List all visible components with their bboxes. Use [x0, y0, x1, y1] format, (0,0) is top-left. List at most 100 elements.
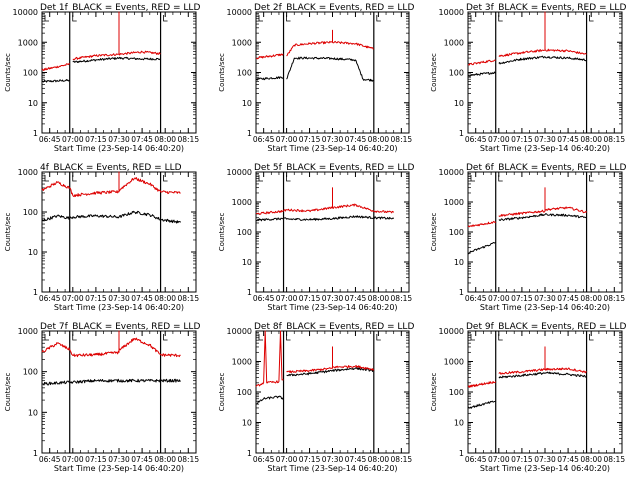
- x-tick-label: 08:15: [391, 455, 413, 464]
- series-line-lld: [255, 187, 395, 215]
- y-tick-label: 10: [454, 419, 464, 428]
- y-tick-label: 1000: [232, 38, 252, 47]
- y-axis-label: Counts/sec: [430, 373, 438, 412]
- y-axis-label: Counts/sec: [4, 213, 12, 252]
- y-tick-label: 10: [28, 248, 38, 257]
- y-axis-label: Counts/sec: [218, 53, 226, 92]
- x-tick-label: 08:15: [391, 294, 413, 303]
- start-marker-glyph: [44, 334, 49, 341]
- x-tick-label: 08:15: [177, 294, 199, 303]
- x-axis-label: Start Time (23-Sep-14 06:40:20): [480, 303, 610, 312]
- start-marker-glyph: [258, 334, 263, 341]
- y-tick-label: 10000: [439, 327, 464, 336]
- x-tick-label: 08:00: [154, 135, 176, 144]
- time-marker-glyph: [589, 175, 594, 182]
- start-marker-glyph: [44, 175, 49, 182]
- time-marker-glyph: [72, 175, 77, 182]
- x-tick-label: 07:00: [276, 135, 298, 144]
- x-tick-label: 08:15: [603, 135, 625, 144]
- x-tick-label: 06:45: [39, 135, 61, 144]
- series-line-events: [41, 210, 182, 224]
- x-tick-label: 07:30: [534, 135, 556, 144]
- y-tick-label: 1: [247, 288, 252, 297]
- x-tick-label: 07:15: [299, 135, 321, 144]
- time-marker-glyph: [286, 334, 291, 341]
- start-marker-glyph: [470, 334, 475, 341]
- time-marker-glyph: [163, 334, 168, 341]
- y-tick-label: 1000: [232, 198, 252, 207]
- x-tick-label: 07:30: [322, 294, 344, 303]
- x-tick-label: 08:15: [177, 135, 199, 144]
- subplot-3: Det 3f_BLACK = Events, RED = LLD 1 10 100 10…: [430, 3, 626, 153]
- y-tick-label: 100: [237, 228, 252, 237]
- chart-title: Det 9f_BLACK = Events, RED = LLD: [466, 322, 626, 332]
- x-tick-label: 07:15: [85, 294, 107, 303]
- y-axis-label: Counts/sec: [4, 53, 12, 92]
- x-tick-label: 07:15: [511, 135, 533, 144]
- time-marker-glyph: [286, 175, 291, 182]
- y-tick-label: 1: [459, 288, 464, 297]
- y-tick-label: 100: [449, 388, 464, 397]
- x-tick-label: 06:45: [39, 294, 61, 303]
- x-tick-label: 07:00: [62, 294, 84, 303]
- y-tick-label: 100: [23, 208, 38, 217]
- time-marker-glyph: [498, 334, 503, 341]
- y-tick-label: 1000: [18, 327, 38, 336]
- x-axis-label: Start Time (23-Sep-14 06:40:20): [267, 303, 397, 312]
- x-tick-label: 07:30: [322, 455, 344, 464]
- time-marker-glyph: [376, 334, 381, 341]
- x-tick-label: 08:15: [603, 294, 625, 303]
- y-tick-label: 1: [33, 288, 38, 297]
- x-axis-label: Start Time (23-Sep-14 06:40:20): [267, 464, 397, 473]
- y-tick-label: 1000: [444, 198, 464, 207]
- x-axis-label: Start Time (23-Sep-14 06:40:20): [480, 144, 610, 153]
- y-axis-label: Counts/sec: [218, 213, 226, 252]
- x-tick-label: 08:15: [603, 455, 625, 464]
- y-tick-label: 10: [242, 99, 252, 108]
- y-tick-label: 10000: [227, 327, 252, 336]
- y-tick-label: 100: [237, 388, 252, 397]
- x-tick-label: 07:00: [488, 455, 510, 464]
- x-tick-label: 06:45: [465, 455, 487, 464]
- y-tick-label: 10: [28, 408, 38, 417]
- time-marker-glyph: [72, 15, 77, 22]
- chart-title: Det 7f_BLACK = Events, RED = LLD: [40, 322, 200, 332]
- x-tick-label: 07:15: [85, 455, 107, 464]
- x-tick-label: 07:30: [108, 135, 130, 144]
- x-tick-label: 08:15: [177, 455, 199, 464]
- x-tick-label: 08:00: [580, 455, 602, 464]
- time-marker-glyph: [163, 15, 168, 22]
- x-tick-label: 08:15: [391, 135, 413, 144]
- y-tick-label: 10: [242, 258, 252, 267]
- subplot-6: Det 6f_BLACK = Events, RED = LLD 1 10 100 10…: [430, 163, 626, 312]
- subplot-2: Det 2f_BLACK = Events, RED = LLD 1 10 100 10…: [218, 3, 414, 153]
- time-marker-glyph: [498, 15, 503, 22]
- subplot-4: 4f_BLACK = Events, RED = LLD 1 10 100 1000 Co…: [4, 163, 199, 312]
- y-axis-label: Counts/sec: [430, 213, 438, 252]
- time-marker-glyph: [72, 334, 77, 341]
- y-tick-label: 1: [33, 449, 38, 458]
- x-tick-label: 07:30: [108, 294, 130, 303]
- series-line-events: [41, 378, 181, 386]
- x-tick-label: 06:45: [39, 455, 61, 464]
- y-tick-label: 1000: [18, 168, 38, 177]
- x-tick-label: 07:30: [534, 294, 556, 303]
- x-tick-label: 07:45: [345, 455, 367, 464]
- y-tick-label: 1: [459, 449, 464, 458]
- x-tick-label: 08:00: [368, 455, 390, 464]
- time-marker-glyph: [286, 15, 291, 22]
- time-marker-glyph: [498, 175, 503, 182]
- x-tick-label: 07:30: [322, 135, 344, 144]
- x-tick-label: 08:00: [580, 135, 602, 144]
- x-tick-label: 07:00: [276, 455, 298, 464]
- y-tick-label: 1000: [444, 38, 464, 47]
- x-tick-label: 07:45: [557, 455, 579, 464]
- x-axis-label: Start Time (23-Sep-14 06:40:20): [54, 464, 184, 473]
- x-tick-label: 06:45: [465, 135, 487, 144]
- x-tick-label: 07:30: [534, 455, 556, 464]
- y-axis-label: Counts/sec: [430, 53, 438, 92]
- y-tick-label: 100: [23, 368, 38, 377]
- chart-title: Det 6f_BLACK = Events, RED = LLD: [466, 163, 626, 173]
- series-line-events: [255, 215, 395, 222]
